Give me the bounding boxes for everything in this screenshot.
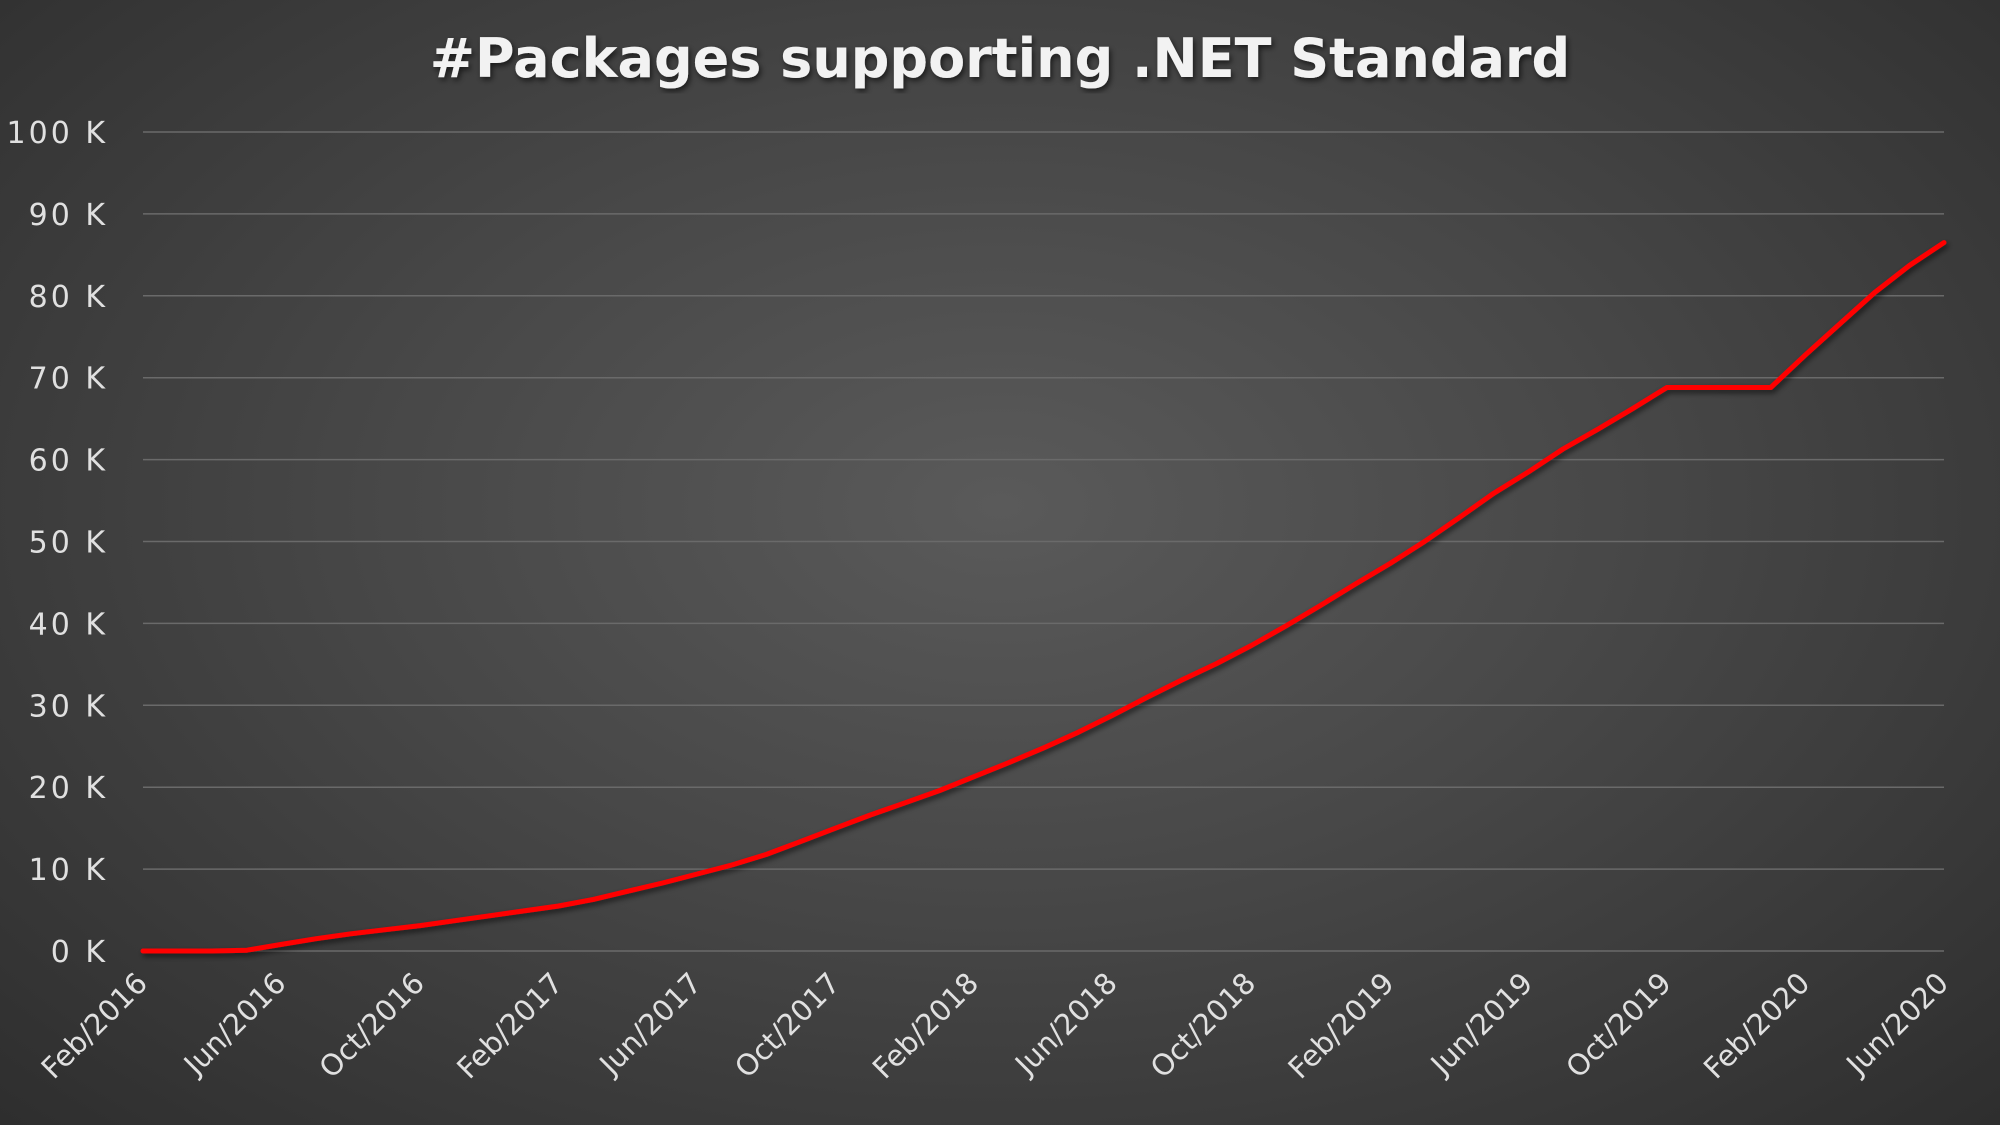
- y-tick-label: 60 K: [29, 444, 108, 479]
- y-tick-label: 0 K: [51, 935, 108, 970]
- x-tick-label: Jun/2019: [1423, 966, 1540, 1083]
- x-tick-label: Oct/2016: [312, 966, 431, 1085]
- gridlines: [143, 131, 1944, 952]
- y-tick-label: 50 K: [29, 526, 108, 561]
- y-tick-label: 30 K: [29, 689, 108, 724]
- x-tick-label: Feb/2020: [1697, 966, 1816, 1085]
- x-tick-label: Feb/2016: [35, 966, 154, 1085]
- x-tick-label: Jun/2020: [1838, 966, 1955, 1083]
- x-tick-label: Jun/2017: [592, 966, 709, 1083]
- x-tick-label: Feb/2017: [450, 966, 569, 1085]
- y-axis-ticks: 0 K 10 K 20 K 30 K 40 K 50 K 60 K 70 K 80 K 90 K 1…: [7, 116, 108, 970]
- x-tick-label: Jun/2018: [1007, 966, 1124, 1083]
- y-tick-label: 90 K: [29, 198, 108, 233]
- x-tick-label: Oct/2019: [1559, 966, 1678, 1085]
- series-line: [140, 240, 1947, 954]
- y-tick-label: 20 K: [29, 771, 108, 806]
- y-tick-label: 70 K: [29, 362, 108, 397]
- x-axis-ticks: Feb/2016 Jun/2016 Oct/2016 Feb/2017 Jun/2017…: [35, 966, 1955, 1085]
- y-tick-label: 100 K: [7, 116, 108, 151]
- y-tick-label: 40 K: [29, 607, 108, 642]
- y-tick-label: 80 K: [29, 280, 108, 315]
- x-tick-label: Feb/2018: [866, 966, 985, 1085]
- x-tick-label: Oct/2018: [1144, 966, 1263, 1085]
- y-tick-label: 10 K: [29, 853, 108, 888]
- x-tick-label: Jun/2016: [176, 966, 293, 1083]
- series-layer: [140, 240, 1947, 954]
- x-tick-label: Feb/2019: [1281, 966, 1400, 1085]
- chart-title: #Packages supporting .NET Standard: [430, 27, 1570, 90]
- x-tick-label: Oct/2017: [728, 966, 847, 1085]
